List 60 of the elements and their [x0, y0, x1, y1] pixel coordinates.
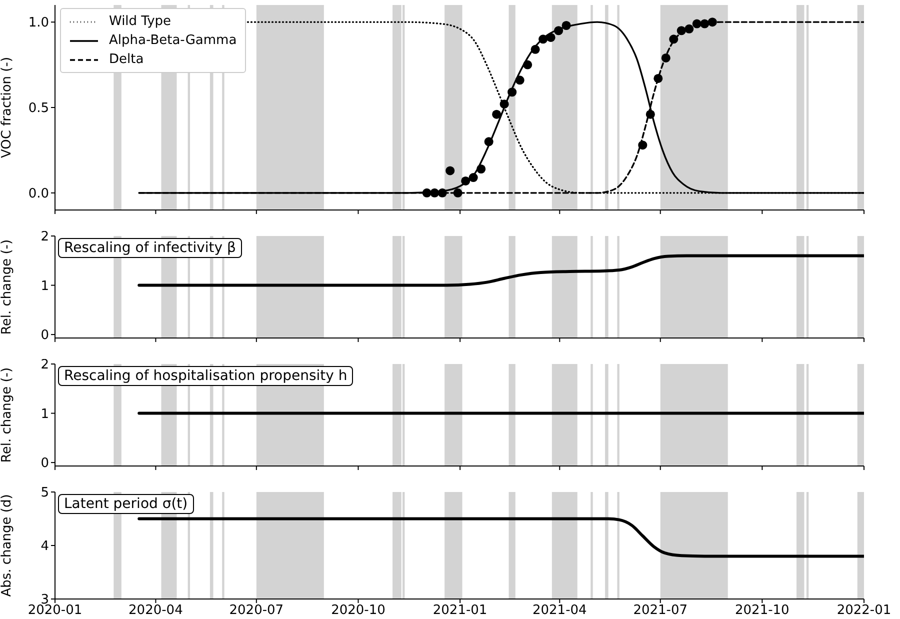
legend-label: Delta [109, 52, 144, 67]
x-tick-label: 2020-07 [229, 603, 284, 618]
y-tick-label: 5 [40, 486, 49, 501]
point [438, 188, 447, 198]
point [654, 74, 663, 83]
point [523, 60, 532, 70]
point [646, 110, 655, 119]
y-tick-label: 2 [40, 358, 49, 373]
point [669, 34, 678, 44]
line-series [138, 254, 864, 287]
annotation: Rescaling of infectivity β [58, 238, 242, 258]
annotation: Latent period σ(t) [58, 494, 194, 514]
x-tick-label: 2020-04 [128, 603, 183, 618]
point [538, 34, 548, 44]
x-tick-label: 2021-04 [532, 603, 587, 618]
y-tick-label: 0.5 [28, 101, 49, 116]
point [430, 188, 440, 198]
y-tick-label: 1 [40, 406, 49, 422]
y-tick-label: 0.0 [28, 186, 49, 202]
point [692, 19, 702, 28]
point [638, 140, 648, 150]
y-tick-label: 0 [40, 456, 49, 472]
point [554, 26, 564, 36]
point [468, 173, 478, 182]
y-axis-title: Abs. change (d) [0, 494, 15, 597]
point [492, 110, 502, 119]
y-tick-label: 0 [40, 328, 49, 344]
point [500, 100, 509, 109]
legend-label: Alpha-Beta-Gamma [109, 33, 237, 48]
y-tick-label: 4 [40, 539, 49, 554]
point [546, 32, 556, 42]
point [453, 188, 462, 198]
point [461, 176, 470, 186]
x-tick-label: 2022-01 [836, 603, 892, 618]
point [661, 53, 670, 62]
x-tick-label: 2020-10 [331, 603, 386, 618]
y-axis-title: VOC fraction (-) [0, 56, 15, 158]
x-tick-label: 2021-10 [735, 603, 790, 618]
y-tick-label: 1.0 [28, 16, 49, 31]
point [515, 76, 524, 85]
y-tick-label: 1 [40, 278, 49, 294]
point [530, 44, 540, 54]
point [708, 18, 717, 27]
legend-label: Wild Type [109, 14, 172, 29]
point [562, 20, 571, 30]
point [700, 19, 710, 28]
y-axis-title: Rel. change (-) [0, 367, 15, 463]
line-series [138, 517, 864, 558]
point [684, 24, 694, 34]
point [476, 164, 486, 174]
y-tick-label: 2 [40, 230, 49, 245]
point [446, 166, 455, 176]
x-tick-label: 2021-07 [633, 603, 688, 618]
point [676, 26, 686, 36]
point [508, 88, 517, 97]
x-tick-label: 2021-01 [432, 603, 488, 618]
point [484, 137, 494, 146]
point [422, 188, 432, 198]
annotation: Rescaling of hospitalisation propensity h [58, 366, 354, 386]
y-axis-title: Rel. change (-) [0, 239, 15, 335]
